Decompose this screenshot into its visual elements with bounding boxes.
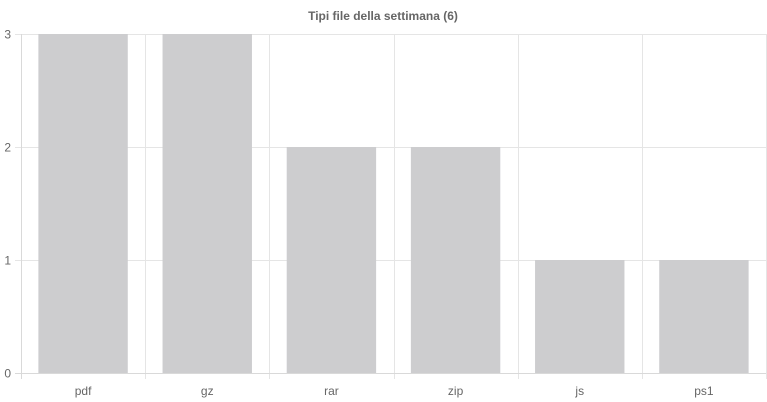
bars	[38, 34, 749, 373]
bar-js	[535, 260, 625, 373]
bar-rar	[286, 147, 377, 373]
tick-labels: 0 1 2 3 pdf gz rar zip js ps1	[4, 28, 714, 399]
bar-pdf	[38, 34, 128, 373]
x-tick-label: zip	[448, 384, 464, 398]
bar-ps1	[659, 260, 749, 373]
x-tick-label: pdf	[75, 384, 92, 398]
y-tick-label: 3	[4, 28, 11, 42]
x-tick-label: js	[574, 384, 584, 398]
chart-title: Tipi file della settimana (6)	[308, 9, 458, 23]
y-tick-label: 2	[4, 141, 11, 155]
y-tick-label: 0	[4, 367, 11, 381]
x-tick-label: ps1	[694, 384, 714, 398]
y-tick-label: 1	[4, 254, 11, 268]
x-tick-label: gz	[201, 384, 214, 398]
bar-zip	[410, 147, 501, 373]
x-tick-label: rar	[324, 384, 339, 398]
bar-gz	[162, 34, 252, 373]
